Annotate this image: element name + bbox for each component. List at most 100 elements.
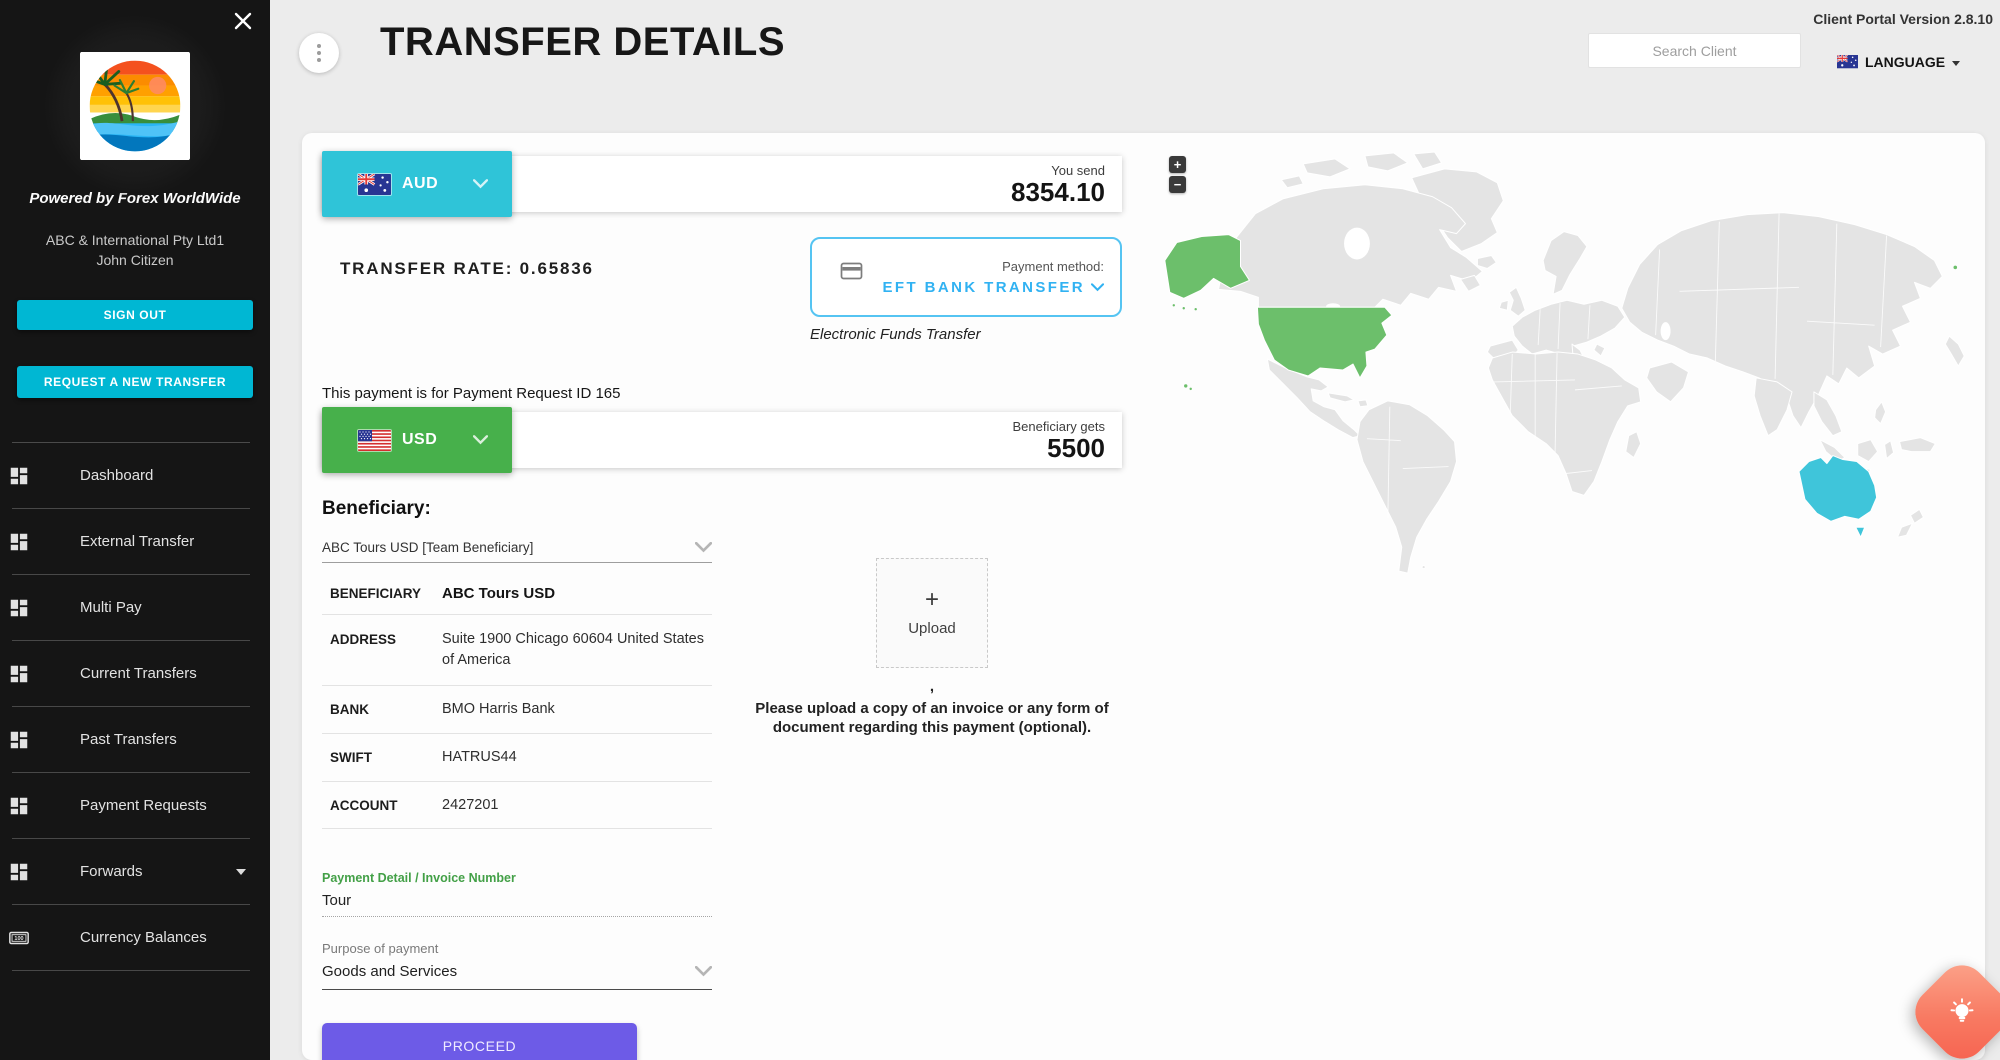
invoice-input[interactable]: Tour <box>322 892 712 917</box>
beneficiary-table: BENEFICIARY ABC Tours USD ADDRESS Suite … <box>322 573 712 829</box>
upload-note: Please upload a copy of an invoice or an… <box>755 700 1109 736</box>
beneficiary-heading: Beneficiary: <box>322 498 431 519</box>
map-zoom-controls: + − <box>1169 156 1186 193</box>
more-options-button[interactable] <box>299 33 339 73</box>
beneficiary-select[interactable]: ABC Tours USD [Team Beneficiary] <box>322 540 712 563</box>
nav-divider <box>12 442 250 443</box>
receive-amount-input[interactable]: 5500 <box>1047 432 1105 463</box>
dashboard-icon <box>8 597 30 619</box>
chevron-down-icon <box>473 179 488 189</box>
map-zoom-in-button[interactable]: + <box>1169 156 1186 173</box>
sidebar-item-multi-pay[interactable]: Multi Pay <box>12 575 250 641</box>
beneficiary-selected-option: ABC Tours USD [Team Beneficiary] <box>322 540 534 555</box>
payment-method-card[interactable]: Payment method: EFT BANK TRANSFER <box>810 237 1122 317</box>
dashboard-icon <box>8 531 30 553</box>
page-title: TRANSFER DETAILS <box>380 20 786 64</box>
chevron-down-icon <box>695 542 712 553</box>
sidebar-item-label: Dashboard <box>80 467 154 484</box>
australia-flag-icon <box>358 174 391 195</box>
search-client-input[interactable] <box>1588 33 1801 68</box>
table-row: BENEFICIARY ABC Tours USD <box>322 573 712 615</box>
send-currency-code: AUD <box>402 175 439 192</box>
lightbulb-icon <box>1950 998 1974 1022</box>
send-currency-selector[interactable]: AUD <box>322 151 512 217</box>
sidebar-item-current-transfers[interactable]: Current Transfers <box>12 641 250 707</box>
row-value: BMO Harris Bank <box>442 701 555 717</box>
sidebar-item-external-transfer[interactable]: External Transfer <box>12 509 250 575</box>
company-logo <box>80 52 190 160</box>
sidebar-item-label: Past Transfers <box>80 731 177 748</box>
sidebar-item-forwards[interactable]: Forwards <box>12 839 250 905</box>
sidebar: Powered by Forex WorldWide ABC & Interna… <box>0 0 270 1060</box>
kebab-dot <box>317 44 321 48</box>
caret-down-icon <box>236 868 246 875</box>
invoice-field-label: Payment Detail / Invoice Number <box>322 871 516 885</box>
payment-method-label: Payment method: <box>1002 259 1104 274</box>
sidebar-item-currency-balances[interactable]: Currency Balances <box>12 905 250 971</box>
kebab-dot <box>317 51 321 55</box>
version-text: Client Portal Version 2.8.10 <box>1813 11 1993 27</box>
chevron-down-icon <box>695 966 712 977</box>
purpose-select[interactable]: Goods and Services <box>322 963 712 990</box>
purpose-field-label: Purpose of payment <box>322 941 439 956</box>
language-menu[interactable]: LANGUAGE <box>1837 54 1961 70</box>
dashboard-icon <box>8 729 30 751</box>
sidebar-menu: Dashboard External Transfer Multi Pay Cu… <box>12 443 250 971</box>
beneficiary-section: Beneficiary: ABC Tours USD [Team Benefic… <box>322 498 712 1060</box>
send-amount-input[interactable]: 8354.10 <box>1011 176 1105 207</box>
plus-icon: + <box>924 586 939 613</box>
sidebar-item-past-transfers[interactable]: Past Transfers <box>12 707 250 773</box>
payment-method-right: Payment method: EFT BANK TRANSFER <box>883 259 1104 296</box>
close-icon[interactable] <box>230 8 256 34</box>
payment-request-note: This payment is for Payment Request ID 1… <box>322 385 621 402</box>
table-row: ADDRESS Suite 1900 Chicago 60604 United … <box>322 615 712 686</box>
row-label: BANK <box>330 702 369 717</box>
world-map[interactable]: + − <box>1160 140 1985 585</box>
dashboard-icon <box>8 795 30 817</box>
you-send-label: You send <box>1051 162 1105 178</box>
purpose-selected-option: Goods and Services <box>322 963 458 980</box>
row-label: ACCOUNT <box>330 798 398 813</box>
kebab-dot <box>317 58 321 62</box>
help-fab[interactable] <box>1905 955 2000 1060</box>
table-row: ACCOUNT 2427201 <box>322 782 712 829</box>
payment-method-select[interactable]: EFT BANK TRANSFER <box>883 279 1104 296</box>
credit-card-icon <box>840 262 863 280</box>
dashboard-icon <box>8 861 30 883</box>
chevron-down-icon <box>1091 283 1104 292</box>
account-info: ABC & International Pty Ltd1 John Citize… <box>0 230 270 270</box>
row-value: Suite 1900 Chicago 60604 United States o… <box>442 631 704 668</box>
receive-currency-code: USD <box>402 431 438 448</box>
powered-by-text: Powered by Forex WorldWide <box>29 190 241 207</box>
tropical-logo-image <box>81 52 189 160</box>
usa-flag-icon <box>358 430 391 451</box>
table-row: SWIFT HATRUS44 <box>322 734 712 782</box>
row-value: 2427201 <box>442 797 499 813</box>
proceed-button[interactable]: PROCEED <box>322 1023 637 1060</box>
chevron-down-icon <box>473 435 488 445</box>
sidebar-item-label: Current Transfers <box>80 665 197 682</box>
dashboard-icon <box>8 663 30 685</box>
row-label: ADDRESS <box>330 632 397 647</box>
beneficiary-gets-label: Beneficiary gets <box>1012 418 1106 434</box>
user-name: John Citizen <box>96 252 174 268</box>
transfer-rate-text: TRANSFER RATE: 0.65836 <box>340 259 594 278</box>
sign-out-button[interactable]: SIGN OUT <box>17 300 253 330</box>
upload-label: Upload <box>908 620 956 637</box>
sidebar-item-label: Currency Balances <box>80 929 207 946</box>
australia-flag-icon <box>1837 55 1858 68</box>
sidebar-item-dashboard[interactable]: Dashboard <box>12 443 250 509</box>
sidebar-item-label: Payment Requests <box>80 797 207 814</box>
payment-method-value: EFT BANK TRANSFER <box>882 279 1085 296</box>
language-label: LANGUAGE <box>1865 54 1946 70</box>
upload-dropzone[interactable]: + Upload <box>876 558 988 668</box>
sidebar-item-payment-requests[interactable]: Payment Requests <box>12 773 250 839</box>
row-value: ABC Tours USD <box>442 585 556 602</box>
receive-currency-selector[interactable]: USD <box>322 407 512 473</box>
money-icon <box>8 927 30 949</box>
world-map-svg <box>1164 151 1965 574</box>
company-name: ABC & International Pty Ltd1 <box>45 232 225 248</box>
request-new-transfer-button[interactable]: REQUEST A NEW TRANSFER <box>17 366 253 398</box>
map-zoom-out-button[interactable]: − <box>1169 176 1186 193</box>
